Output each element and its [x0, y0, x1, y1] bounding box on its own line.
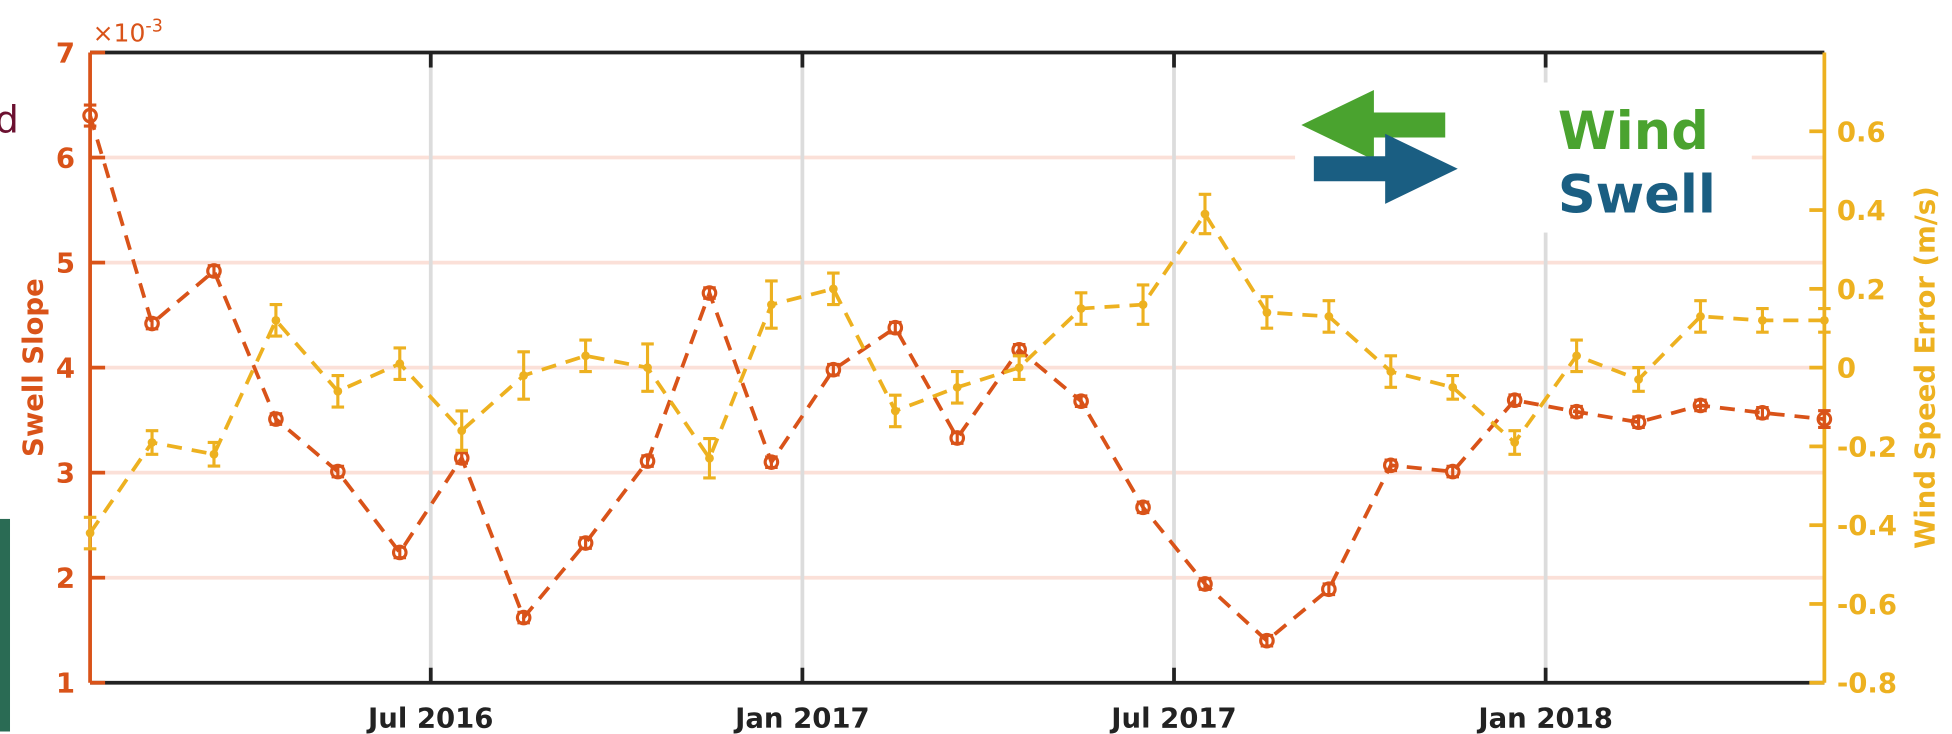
x-tick-label: Jan 2017 — [733, 703, 870, 734]
y-axis-label: Swell Slope — [18, 278, 50, 457]
y-multiplier-exponent: -3 — [145, 16, 162, 36]
marker — [1510, 438, 1519, 447]
y-tick-label: 5 — [56, 248, 75, 280]
marker — [1077, 304, 1086, 313]
marker — [210, 450, 219, 459]
x-tick-label: Jan 2018 — [1476, 703, 1613, 734]
y-tick-label: 1 — [56, 668, 75, 700]
page: {"chart_data":{ "type":"line", "backgrou… — [0, 0, 1952, 734]
marker — [148, 438, 157, 447]
y2-tick-label: 0.4 — [1837, 195, 1886, 227]
marker — [581, 351, 590, 360]
marker — [333, 387, 342, 396]
legend-image: Wind Swell — [1295, 83, 1752, 233]
y2-tick-label: 0 — [1837, 353, 1856, 385]
marker — [1015, 363, 1024, 372]
y2-tick-label: 0.6 — [1837, 116, 1886, 148]
marker — [767, 300, 776, 309]
background-image — [0, 519, 10, 732]
marker — [643, 363, 652, 372]
y-multiplier-base: ×10 — [93, 18, 146, 47]
marker — [1201, 210, 1210, 219]
chart: d Jul 2016 Jan 2017 Jul 2017 Jan 2018 1 2 3 4 5 6… — [0, 0, 1952, 734]
x-tick-label: Jul 2017 — [1109, 703, 1236, 734]
marker — [1386, 367, 1395, 376]
marker — [1572, 351, 1581, 360]
marker — [272, 316, 281, 325]
y-tick-label: 4 — [56, 353, 75, 385]
marker — [1634, 375, 1643, 384]
marker — [829, 284, 838, 293]
marker — [953, 383, 962, 392]
y2-tick-label: -0.6 — [1837, 589, 1897, 621]
y-tick-label: 2 — [56, 563, 75, 595]
legend-swell: Swell — [1558, 165, 1716, 226]
marker — [519, 371, 528, 380]
marker — [705, 454, 714, 463]
marker — [395, 359, 404, 368]
marker — [1324, 312, 1333, 321]
y2-tick-label: -0.2 — [1837, 431, 1897, 463]
legend-wind: Wind — [1558, 101, 1709, 162]
y2-tick-label: -0.8 — [1837, 668, 1897, 700]
y2-tick-label: 0.2 — [1837, 274, 1886, 306]
marker — [1448, 383, 1457, 392]
marker — [1758, 316, 1767, 325]
marker — [891, 407, 900, 416]
y-multiplier: ×10-3 — [93, 16, 163, 47]
background-text: d — [0, 98, 19, 142]
marker — [1139, 300, 1148, 309]
marker — [457, 426, 466, 435]
marker — [1263, 308, 1272, 317]
y2-tick-label: -0.4 — [1837, 510, 1897, 542]
y-tick-label: 3 — [56, 458, 75, 490]
y-tick-label: 6 — [56, 143, 75, 175]
marker — [86, 529, 95, 538]
x-tick-label: Jul 2016 — [366, 703, 493, 734]
y-tick-label: 7 — [56, 38, 75, 70]
marker — [1696, 312, 1705, 321]
marker — [1820, 316, 1829, 325]
y2-axis-label: Wind Speed Error (m/s) — [1909, 186, 1941, 549]
